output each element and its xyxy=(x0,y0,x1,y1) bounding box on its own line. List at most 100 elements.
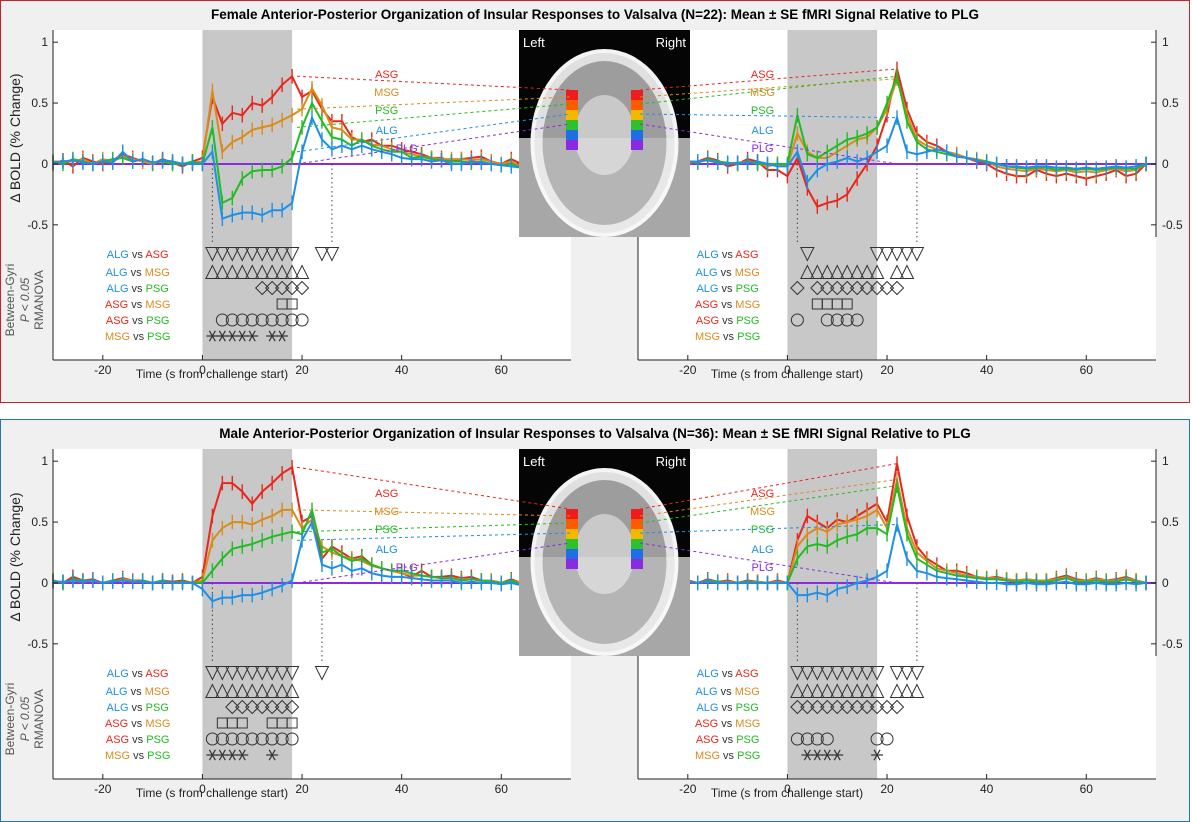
tri-down-marker xyxy=(790,666,805,681)
y-axis-label: Δ BOLD (% Change) xyxy=(7,73,23,202)
tri-up-marker xyxy=(254,683,270,698)
circle-marker xyxy=(285,313,299,327)
chart-0: 1 0.5 0 -0.5 -20 0 20 40 60 Time (s from challeng… xyxy=(27,30,571,381)
asterisk-stroke xyxy=(218,749,226,761)
tri-down-marker xyxy=(215,666,230,681)
diamond-marker xyxy=(264,280,280,296)
x-tick-label: -20 xyxy=(94,782,112,796)
tri-down-marker xyxy=(244,247,260,262)
insula-region xyxy=(631,539,643,549)
circle-marker xyxy=(245,732,259,746)
y-tick-label: 0 xyxy=(1162,576,1169,590)
insula-region xyxy=(631,559,643,569)
tri-down-marker xyxy=(234,247,250,262)
asterisk-stroke xyxy=(228,330,236,342)
connector-plg xyxy=(296,542,571,584)
tri-down-marker xyxy=(909,666,925,681)
connector-plg xyxy=(296,123,571,165)
connector-msg xyxy=(639,478,898,517)
y-labels: Δ BOLD (% Change) Between-Gyri P < 0.05 RMA… xyxy=(3,73,46,336)
tri-up-marker xyxy=(244,264,260,279)
x-tick-label: 20 xyxy=(880,363,894,377)
insula-region xyxy=(631,130,643,140)
circle-marker xyxy=(870,732,884,746)
stat-background xyxy=(638,237,1156,360)
x-tick-label: 40 xyxy=(395,363,409,377)
comparison-label: ALG vs ASG xyxy=(697,249,759,261)
comparison-label: MSG vs PSG xyxy=(695,331,760,343)
region-label-asg: ASG xyxy=(375,69,398,81)
tri-up-marker xyxy=(800,683,815,698)
y-tick-label: -0.5 xyxy=(1162,637,1183,651)
comparison-label: ASG vs PSG xyxy=(696,734,760,746)
series-line xyxy=(52,114,562,221)
y-tick-label: -0.5 xyxy=(27,637,48,651)
asterisk-stroke xyxy=(228,749,236,761)
x-tick-label: -20 xyxy=(679,363,697,377)
tri-up-marker xyxy=(889,264,905,279)
circle-marker xyxy=(235,732,249,746)
tri-up-marker xyxy=(294,264,310,279)
diamond-marker xyxy=(839,699,855,715)
asterisk-stroke xyxy=(873,749,881,761)
tri-down-marker xyxy=(800,247,815,262)
brain-overlay xyxy=(519,557,690,656)
insula-region xyxy=(566,140,578,150)
insula-region xyxy=(631,110,643,120)
x-tick-label: 0 xyxy=(784,782,791,796)
circle-marker xyxy=(295,313,309,327)
x-tick-label: 0 xyxy=(784,363,791,377)
tri-down-marker xyxy=(274,247,290,262)
brain-overlay xyxy=(519,138,690,237)
connector-plg xyxy=(639,542,898,584)
asterisk-stroke xyxy=(248,330,256,342)
comparison-label: MSG vs PSG xyxy=(105,750,170,762)
circle-marker xyxy=(830,313,844,327)
comparison-label: MSG vs PSG xyxy=(105,331,170,343)
region-label-plg: PLG xyxy=(396,143,418,155)
region-label-psg: PSG xyxy=(375,105,398,117)
diamond-marker xyxy=(879,699,895,715)
connector-lines: ASG ASG MSG MSG PSG PSG ALG ALG PLG PLG xyxy=(296,68,898,165)
tri-down-marker xyxy=(224,247,240,262)
y-axis-label: Δ BOLD (% Change) xyxy=(7,492,23,621)
circle-marker xyxy=(790,313,804,327)
tri-up-marker xyxy=(264,683,280,698)
insula-region xyxy=(631,549,643,559)
diamond-marker xyxy=(879,280,895,296)
tri-up-marker xyxy=(909,683,925,698)
region-label-msg: MSG xyxy=(374,87,399,99)
region-label-plg: PLG xyxy=(752,143,774,155)
x-tick-label: 60 xyxy=(1080,782,1094,796)
asterisk-marker xyxy=(266,749,279,761)
tri-up-marker xyxy=(899,683,915,698)
tri-down-marker xyxy=(839,666,855,681)
region-label-alg: ALG xyxy=(376,544,398,556)
region-label-alg: ALG xyxy=(376,125,398,137)
female-title: Female Anterior-Posterior Organization o… xyxy=(211,7,979,22)
asterisk-stroke xyxy=(823,749,831,761)
diamond-marker xyxy=(800,699,815,715)
insula-region xyxy=(566,110,578,120)
y-tick-label: 0 xyxy=(41,576,48,590)
asterisk-marker xyxy=(871,749,884,761)
brain-right-label: Right xyxy=(656,35,687,50)
tri-down-marker xyxy=(324,247,340,262)
diamond-marker xyxy=(859,699,875,715)
tri-down-marker xyxy=(899,666,915,681)
comparison-label: ALG vs PSG xyxy=(696,283,758,295)
tri-down-marker xyxy=(909,247,925,262)
tri-up-marker xyxy=(839,264,855,279)
diamond-marker xyxy=(810,280,825,296)
diamond-marker xyxy=(284,280,300,296)
tri-down-marker xyxy=(899,247,915,262)
x-tick-label: 0 xyxy=(199,782,206,796)
tri-down-marker xyxy=(819,666,835,681)
tri-up-marker xyxy=(234,683,250,698)
tri-up-marker xyxy=(819,683,835,698)
x-tick-label: 20 xyxy=(880,782,894,796)
comparison-label: ALG vs PSG xyxy=(696,702,758,714)
tri-up-marker xyxy=(849,683,865,698)
circle-marker xyxy=(820,732,834,746)
